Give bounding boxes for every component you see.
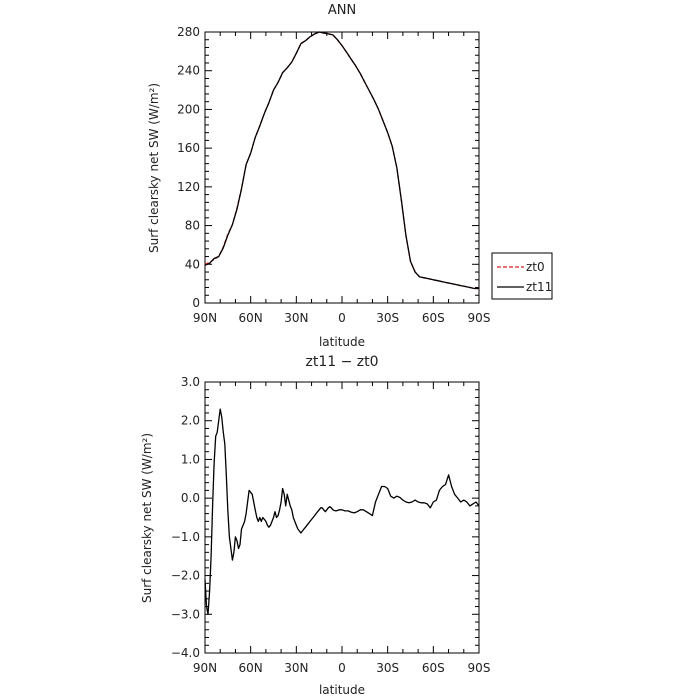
plot-area-1: 90N 60N 30N 0 30S 60S 90S 0 40 80 120 160 200 240 280	[177, 25, 490, 325]
x-tick-label: 30N	[284, 311, 308, 325]
series-line-diff-0	[204, 408, 480, 615]
x-tick-label: 60S	[422, 311, 445, 325]
y-tick-label: 80	[185, 219, 200, 233]
y-tick-label: −1.0	[171, 530, 200, 544]
x-tick-label: 90S	[468, 311, 491, 325]
y-tick-label: 280	[177, 25, 200, 39]
y-tick-label: 3.0	[181, 375, 200, 389]
plot-area-2: 90N 60N 30N 0 30S 60S 90S −4.0 −3.0 −2.0 −1.0 0.0 1.…	[171, 375, 491, 675]
x-tick-label: 0	[338, 661, 346, 675]
y-tick-label: 40	[185, 257, 200, 271]
x-tick-label: 90N	[193, 661, 217, 675]
x-tick-label: 90S	[468, 661, 491, 675]
y-tick-label: 200	[177, 102, 200, 116]
y-tick-label: 120	[177, 180, 200, 194]
panel-annual: ANN 90N 60N 30N 0 30S 60S 90S 0 40 80 120 160 200 240…	[147, 3, 553, 349]
x-tick-label: 0	[338, 311, 346, 325]
series-line-zt11	[204, 31, 479, 290]
y-tick-label: −2.0	[171, 569, 200, 583]
x-axis-label-1: latitude	[319, 335, 365, 349]
plot-frame	[204, 381, 480, 654]
y-tick-label: 240	[177, 64, 200, 78]
x-tick-label: 90N	[193, 311, 217, 325]
x-tick-label: 30S	[376, 661, 399, 675]
panel-difference: zt11 − zt0 90N 60N 30N 0 30S 60S 90S −4.0 −3.0 −2…	[140, 354, 490, 697]
panel-2-title: zt11 − zt0	[305, 354, 378, 370]
x-tick-label: 60N	[239, 311, 263, 325]
y-tick-label: 1.0	[181, 452, 200, 466]
y-axis-label-1: Surf clearsky net SW (W/m²)	[147, 83, 161, 253]
x-axis-label-2: latitude	[319, 683, 365, 697]
x-tick-label: 30S	[376, 311, 399, 325]
x-tick-label: 60N	[239, 661, 263, 675]
y-tick-label: 2.0	[181, 414, 200, 428]
y-tick-label: −3.0	[171, 607, 200, 621]
series-line-zt0	[204, 31, 479, 290]
y-tick-label: 160	[177, 141, 200, 155]
panel-1-title: ANN	[328, 3, 356, 18]
x-tick-label: 30N	[284, 661, 308, 675]
x-tick-label: 60S	[422, 661, 445, 675]
y-axis-label-2: Surf clearsky net SW (W/m²)	[140, 433, 154, 603]
legend-label-zt11: zt11	[526, 280, 552, 294]
y-tick-label: 0	[192, 296, 200, 310]
legend: zt0 zt11	[491, 252, 553, 300]
legend-label-zt0: zt0	[526, 260, 545, 274]
legend-box	[491, 252, 553, 300]
y-tick-label: −4.0	[171, 646, 200, 660]
y-tick-label: 0.0	[181, 491, 200, 505]
